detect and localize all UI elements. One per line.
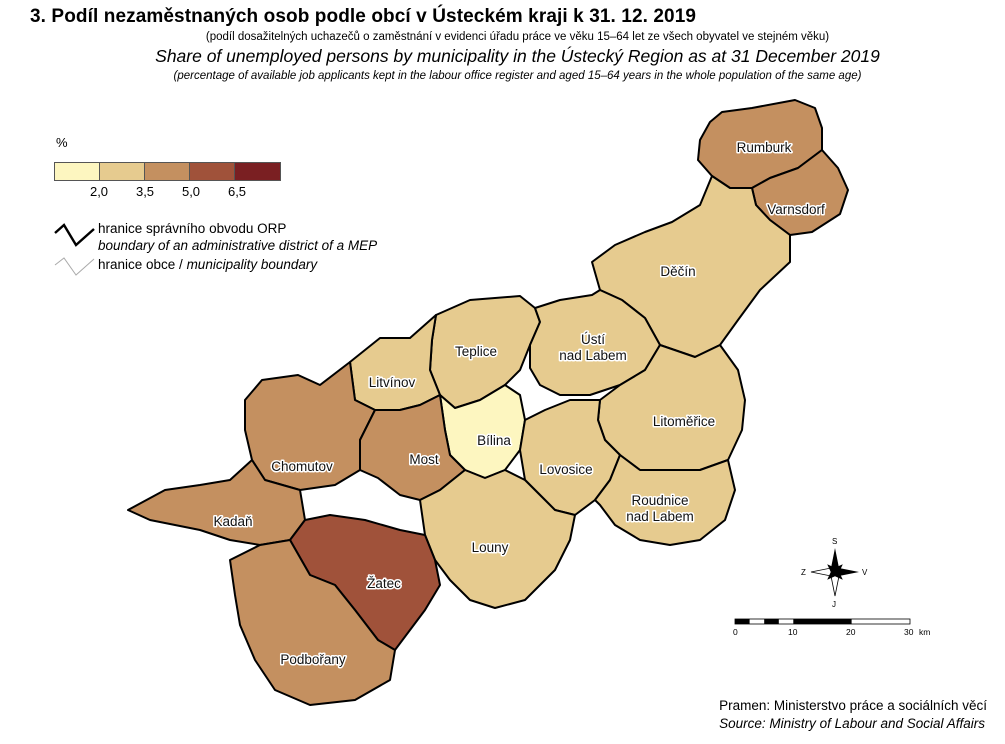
source-en: Source: Ministry of Labour and Social Af…: [719, 716, 986, 731]
legend-break-2: 3,5: [135, 184, 155, 199]
compass-north: S: [832, 537, 837, 546]
map-title-cz: 3. Podíl nezaměstnaných osob podle obcí …: [30, 6, 697, 27]
legend-muni-en: municipality boundary: [186, 257, 318, 272]
district-16: [229, 539, 396, 706]
district-label-16: Podbořany: [280, 652, 346, 667]
district-label-5: nad Labem: [559, 348, 627, 363]
district-label-8: Litoměřice: [653, 414, 715, 429]
district-label-7: Bílina: [477, 433, 511, 448]
district-label-5: Ústí: [581, 332, 605, 347]
district-label-11: Lovosice: [539, 462, 592, 477]
legend-swatch-1: [55, 163, 100, 180]
map-subtitle-cz: (podíl dosažitelných uchazečů o zaměstná…: [205, 31, 830, 43]
scale-tick-10: 10: [788, 627, 798, 637]
muni-boundary-icon: [54, 257, 95, 276]
legend-swatch-2: [100, 163, 145, 180]
district-6: [349, 314, 441, 411]
compass-east: V: [862, 568, 868, 577]
source-note: Pramen: Ministerstvo práce a sociálních …: [719, 697, 987, 733]
compass-west: Z: [801, 568, 806, 577]
legend-swatch-3: [145, 163, 190, 180]
districts-layer: [127, 99, 849, 706]
legend-muni-boundary: hranice obce / municipality boundary: [54, 257, 317, 282]
legend-swatch-5: [235, 163, 280, 180]
legend-orp-cz: hranice správního obvodu ORP: [98, 221, 287, 236]
scale-tick-30: 30: [904, 627, 914, 637]
scale-tick-20: 20: [846, 627, 856, 637]
district-label-12: Kadaň: [213, 514, 252, 529]
compass-rose: S J Z V: [801, 537, 868, 609]
map-title-en: Share of unemployed persons by municipal…: [155, 46, 880, 66]
district-label-6: Litvínov: [369, 375, 416, 390]
district-label-14: Louny: [472, 540, 509, 555]
district-label-13: Roudnice: [631, 493, 688, 508]
district-label-9: Chomutov: [271, 459, 333, 474]
district-label-13: nad Labem: [626, 509, 694, 524]
legend-break-1: 2,0: [89, 184, 109, 199]
legend-orp-en: boundary of an administrative district o…: [98, 238, 378, 253]
map-subtitle-en: (percentage of available job applicants …: [173, 70, 862, 82]
legend-break-4: 6,5: [227, 184, 247, 199]
district-label-10: Most: [409, 452, 439, 467]
scale-bar: 0 10 20 30 km: [733, 618, 930, 637]
legend-orp-boundary: hranice správního obvodu ORP boundary of…: [54, 221, 377, 254]
scale-tick-0: 0: [733, 627, 738, 637]
legend-unit: %: [56, 135, 68, 150]
source-cz: Pramen: Ministerstvo práce a sociálních …: [719, 698, 987, 713]
district-10: [359, 394, 466, 501]
legend-color-ramp: [54, 162, 281, 181]
orp-boundary-icon: [54, 223, 95, 247]
district-label-15: Žatec: [367, 576, 401, 591]
district-13: [594, 454, 736, 546]
district-label-4: Teplice: [455, 344, 497, 359]
district-label-3: Děčín: [660, 264, 695, 279]
compass-south: J: [832, 600, 836, 609]
legend-swatch-4: [190, 163, 235, 180]
legend-break-3: 5,0: [181, 184, 201, 199]
district-label-2: Varnsdorf: [767, 202, 825, 217]
district-label-1: Rumburk: [737, 140, 792, 155]
district-14: [419, 469, 576, 609]
scale-unit: km: [919, 627, 930, 637]
legend-muni-cz: hranice obce /: [98, 257, 187, 272]
